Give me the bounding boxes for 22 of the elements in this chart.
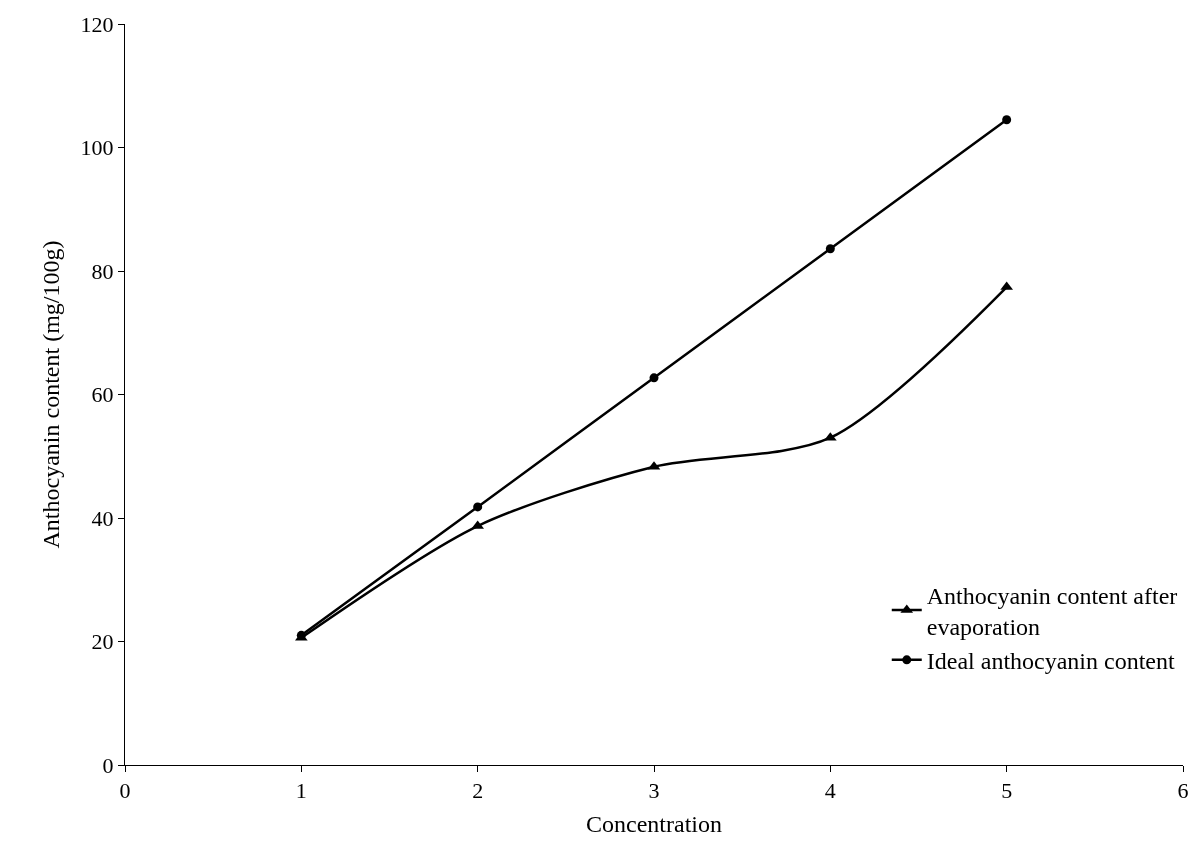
legend-label: Anthocyanin content after evaporation: [926, 582, 1178, 640]
point: [1002, 115, 1012, 125]
x-tick-label: 2: [472, 778, 484, 804]
y-tick-label: 100: [80, 135, 114, 161]
x-tick-label: 4: [824, 778, 836, 804]
y-tick-label: 0: [102, 752, 114, 778]
y-tick-label: 20: [91, 629, 114, 655]
y-tick-label: 60: [91, 382, 114, 408]
point: [649, 373, 659, 383]
x-axis-title: Concentration: [586, 810, 722, 837]
x-tick-label: 1: [295, 778, 307, 804]
y-tick-label: 40: [91, 505, 114, 531]
legend-label: Ideal anthocyanin content: [926, 648, 1175, 675]
point: [825, 244, 835, 254]
x-tick-label: 5: [1001, 778, 1013, 804]
y-tick-label: 120: [80, 11, 114, 37]
x-tick-label: 0: [119, 778, 131, 804]
point: [473, 502, 483, 512]
y-tick-label: 80: [91, 258, 114, 284]
y-axis-title: Anthocyanin content (mg/100g): [37, 240, 64, 549]
x-tick-label: 6: [1177, 778, 1189, 804]
x-tick-label: 3: [648, 778, 660, 804]
